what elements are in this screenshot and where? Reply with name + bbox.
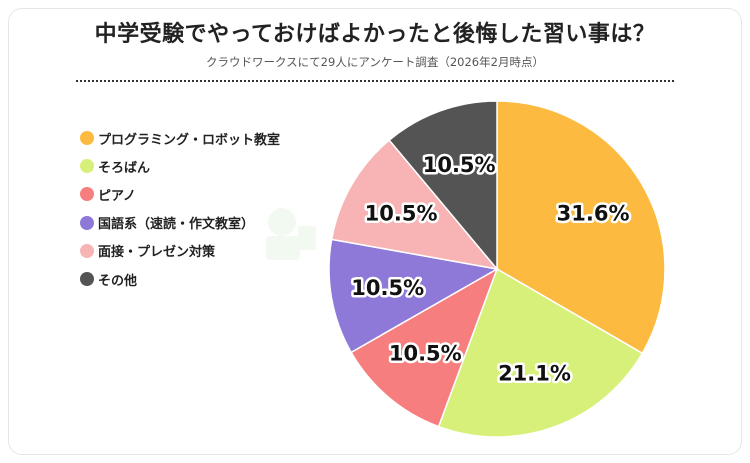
legend-label: その他 xyxy=(98,273,138,289)
legend-label: 国語系（速読・作文教室） xyxy=(98,217,255,233)
legend-item: プログラミング・ロボット教室 xyxy=(80,124,280,152)
legend-item: ピアノ xyxy=(80,180,280,208)
legend-label: 面接・プレゼン対策 xyxy=(98,245,216,261)
slice-data-label: 10.5% xyxy=(423,153,496,177)
dotted-divider xyxy=(76,80,674,82)
legend-swatch xyxy=(80,159,94,174)
legend-swatch xyxy=(80,187,94,202)
legend-label: そろばん xyxy=(98,160,151,176)
chart-title: 中学受験でやっておけばよかったと後悔した習い事は？ xyxy=(94,22,656,47)
legend-swatch xyxy=(80,131,94,146)
legend-item: そろばん xyxy=(80,152,280,180)
chart-subtitle: クラウドワークスにて29人にアンケート調査（2026年2月時点） xyxy=(206,55,544,69)
legend-swatch xyxy=(80,243,94,258)
pie-slice xyxy=(350,267,499,428)
slice-data-label: 10.5% xyxy=(365,201,438,225)
legend-item: 面接・プレゼン対策 xyxy=(80,237,280,265)
legend-label: プログラミング・ロボット教室 xyxy=(98,132,281,148)
pie-slice xyxy=(328,238,500,354)
mascot-watermark-icon xyxy=(266,208,316,260)
chart-legend: プログラミング・ロボット教室 そろばんピアノ国語系（速読・作文教室） 面接・プレゼン… xyxy=(80,124,280,293)
legend-item: 国語系（速読・作文教室） xyxy=(80,209,280,237)
slice-data-label: 10.5% xyxy=(351,276,424,300)
legend-swatch xyxy=(80,215,94,230)
slice-data-label: 31.6% xyxy=(557,202,630,226)
pie-slice xyxy=(437,267,644,438)
legend-label: ピアノ xyxy=(98,188,136,204)
slice-data-label: 21.1% xyxy=(498,361,571,385)
legend-swatch xyxy=(80,272,94,287)
legend-item: その他 xyxy=(80,265,280,293)
pie-slice xyxy=(388,100,498,272)
pie-slice xyxy=(496,100,666,355)
slice-data-label: 10.5% xyxy=(389,342,462,366)
pie-slice xyxy=(330,139,499,271)
